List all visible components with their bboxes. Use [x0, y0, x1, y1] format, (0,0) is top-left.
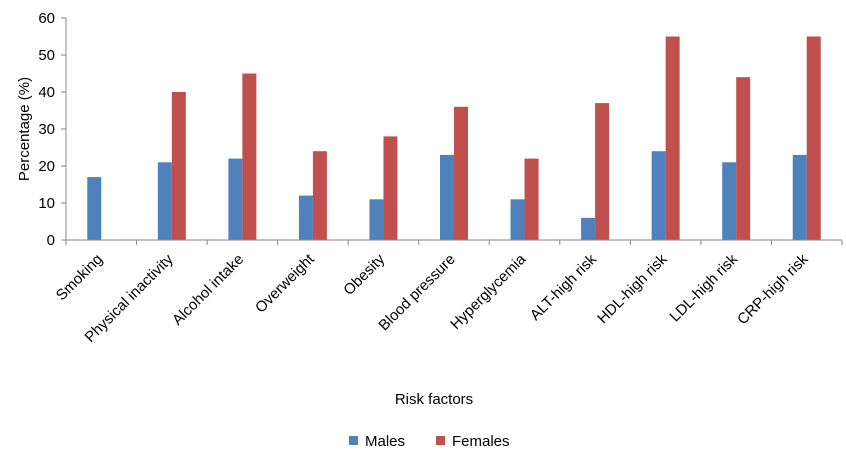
bar-males	[581, 217, 596, 240]
bar-males	[510, 199, 525, 240]
bar-females	[595, 103, 610, 240]
x-tick-label: ALT-high risk	[527, 250, 600, 323]
y-axis-ticks: 0 10 20 30 40 50 60	[38, 10, 66, 249]
bar-males	[87, 177, 102, 240]
legend-swatch-males	[349, 436, 358, 445]
x-axis-title: Risk factors	[395, 391, 473, 408]
bar-females	[736, 77, 751, 240]
bar-females	[383, 136, 398, 240]
bar-males	[157, 162, 172, 240]
bar-females	[665, 36, 680, 240]
bar-males	[651, 151, 666, 240]
x-tick-label: Smoking	[53, 251, 106, 304]
x-tick-label: Alcohol intake	[169, 251, 247, 329]
bar-females	[454, 106, 468, 240]
bar-females	[312, 151, 327, 240]
y-tick-label: 10	[38, 195, 55, 212]
x-tick-label: HDL-high risk	[594, 250, 671, 327]
y-tick-label: 20	[38, 158, 55, 175]
x-tick-label: Obesity	[340, 250, 388, 298]
bars	[87, 36, 821, 240]
bar-females	[171, 92, 186, 240]
bar-females	[524, 158, 539, 240]
bar-males	[298, 195, 313, 240]
bar-females	[806, 36, 821, 240]
x-tick-label: Overweight	[252, 250, 318, 316]
legend: Males Females	[349, 433, 510, 450]
y-tick-label: 50	[38, 47, 55, 64]
bar-males	[369, 199, 384, 240]
x-tick-label: Blood pressure	[375, 251, 458, 334]
x-axis-ticks	[65, 240, 843, 245]
x-tick-label: LDL-high risk	[666, 250, 741, 325]
x-tick-label: Hyperglycemia	[447, 250, 530, 333]
bar-males	[792, 154, 807, 240]
legend-label-females: Females	[452, 433, 510, 450]
legend-swatch-females	[436, 436, 445, 445]
y-tick-label: 0	[47, 232, 55, 249]
y-axis-title: Percentage (%)	[16, 77, 33, 181]
bar-males	[440, 154, 454, 240]
bar-males	[722, 162, 737, 240]
y-tick-label: 60	[38, 10, 55, 27]
y-tick-label: 30	[38, 121, 55, 138]
bar-males	[228, 158, 243, 240]
bar-females	[242, 73, 257, 240]
y-tick-label: 40	[38, 84, 55, 101]
legend-label-males: Males	[365, 433, 405, 450]
x-tick-label: CRP-high risk	[734, 250, 812, 328]
